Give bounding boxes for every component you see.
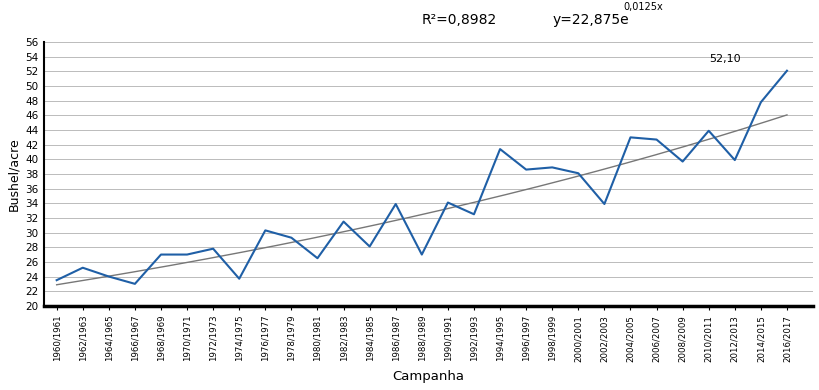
Y-axis label: Bushel/acre: Bushel/acre [7,137,20,211]
Text: 52,10: 52,10 [708,54,740,64]
Text: 0,0125x: 0,0125x [623,2,663,12]
Text: R²=0,8982: R²=0,8982 [421,13,496,27]
Text: y=22,875e: y=22,875e [551,13,628,27]
X-axis label: Campanha: Campanha [391,370,464,383]
